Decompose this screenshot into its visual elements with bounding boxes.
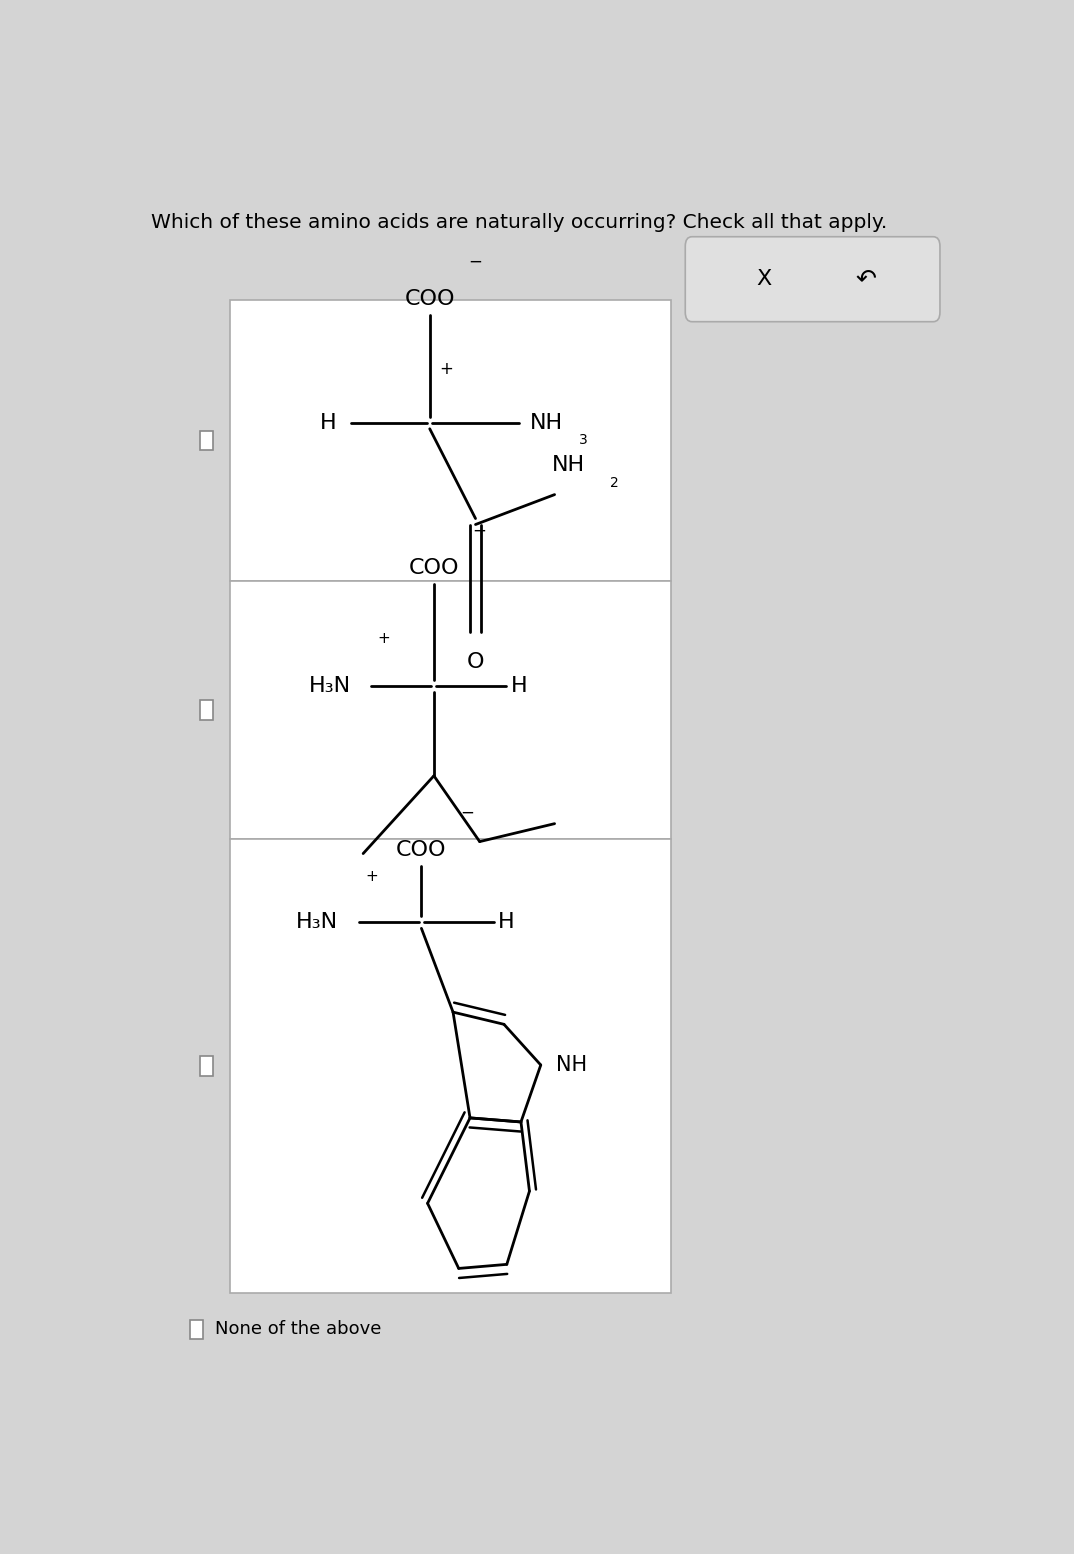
Bar xyxy=(200,701,214,720)
Bar xyxy=(200,430,214,451)
Text: X: X xyxy=(757,269,772,289)
Text: COO: COO xyxy=(408,558,460,578)
Text: NH: NH xyxy=(529,413,563,434)
FancyBboxPatch shape xyxy=(685,236,940,322)
Text: NH: NH xyxy=(555,1055,586,1075)
Text: −: − xyxy=(468,252,482,270)
Text: NH: NH xyxy=(552,455,585,474)
Bar xyxy=(200,1057,214,1075)
Bar xyxy=(230,839,671,1293)
Text: None of the above: None of the above xyxy=(215,1321,381,1338)
Text: H: H xyxy=(510,676,527,696)
Bar xyxy=(230,300,671,581)
Text: H₃N: H₃N xyxy=(296,912,338,932)
Text: 2: 2 xyxy=(610,476,619,490)
Text: +: + xyxy=(365,869,378,884)
Text: COO: COO xyxy=(405,289,455,309)
Text: H₃N: H₃N xyxy=(309,676,351,696)
Text: H: H xyxy=(320,413,336,434)
Text: 3: 3 xyxy=(579,432,589,446)
Text: H: H xyxy=(498,912,514,932)
Text: O: O xyxy=(467,653,484,673)
Text: COO: COO xyxy=(396,841,447,861)
Text: ↶: ↶ xyxy=(855,267,876,291)
Text: Which of these amino acids are naturally occurring? Check all that apply.: Which of these amino acids are naturally… xyxy=(150,213,887,232)
Text: +: + xyxy=(378,631,390,646)
Text: −: − xyxy=(461,803,474,822)
Bar xyxy=(190,1319,203,1340)
Text: −: − xyxy=(473,522,487,539)
Bar xyxy=(230,581,671,839)
Text: +: + xyxy=(439,361,453,378)
